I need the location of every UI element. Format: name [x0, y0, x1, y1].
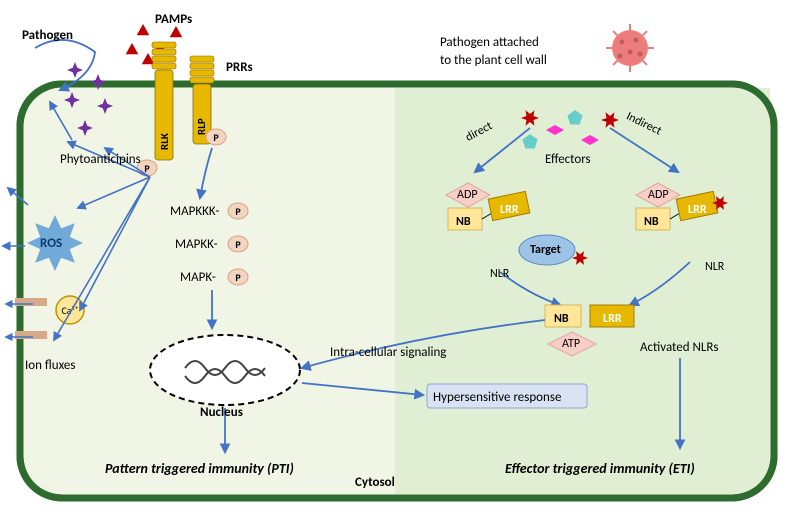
hr-label: Hypersensitive response [433, 390, 561, 405]
svg-text:RLK: RLK [158, 133, 171, 150]
activated-nlrs-label: Activated NLRs [640, 340, 719, 355]
lrr-right-label: LRR [688, 203, 707, 217]
adp-right-label: ADP [648, 188, 669, 202]
ion-fluxes-label: Ion fluxes [25, 358, 75, 373]
pti-label: Pattern triggered immunity (PTI) [105, 460, 294, 477]
nb-center-label: NB [554, 312, 569, 326]
mapkk-label: MAPKK- [175, 237, 218, 252]
mapk-label: MAPK- [180, 270, 216, 285]
atp-label: ATP [562, 337, 580, 351]
pathogen-label: Pathogen [22, 28, 73, 43]
target-label: Target [530, 243, 561, 257]
eti-label: Effector triggered immunity (ETI) [505, 460, 695, 477]
nb-left-label: NB [456, 215, 471, 229]
pathogen-attach-line2: to the plant cell wall [440, 53, 547, 68]
lrr-left-label: LRR [500, 203, 519, 217]
pathogen-attach-line1: Pathogen attached [440, 35, 539, 50]
svg-text:P: P [213, 131, 219, 144]
svg-text:P: P [235, 205, 241, 218]
lrr-center-label: LRR [603, 312, 622, 326]
svg-text:Ca²⁺: Ca²⁺ [61, 304, 78, 317]
adp-left-label: ADP [457, 188, 478, 202]
cytosol-label: Cytosol [355, 475, 395, 490]
nlr-left-label: NLR [490, 267, 509, 281]
mapkkk-label: MAPKKK- [170, 204, 219, 219]
phyto-label: Phytoanticipins [60, 152, 141, 167]
ros-label: ROS [40, 236, 62, 251]
diagram-svg: RLKRLPPPPPPCa²⁺ [0, 0, 794, 520]
intra-sig-label: Intra-cellular signaling [330, 345, 446, 360]
svg-text:RLP: RLP [195, 118, 208, 135]
nucleus-label: Nucleus [200, 405, 243, 420]
prrs-label: PRRs [226, 60, 253, 75]
nlr-right-label: NLR [705, 260, 724, 274]
effectors-label: Effectors [545, 152, 591, 167]
pamps-label: PAMPs [155, 12, 192, 27]
svg-text:P: P [235, 271, 241, 284]
nb-right-label: NB [644, 215, 659, 229]
svg-text:P: P [235, 238, 241, 251]
